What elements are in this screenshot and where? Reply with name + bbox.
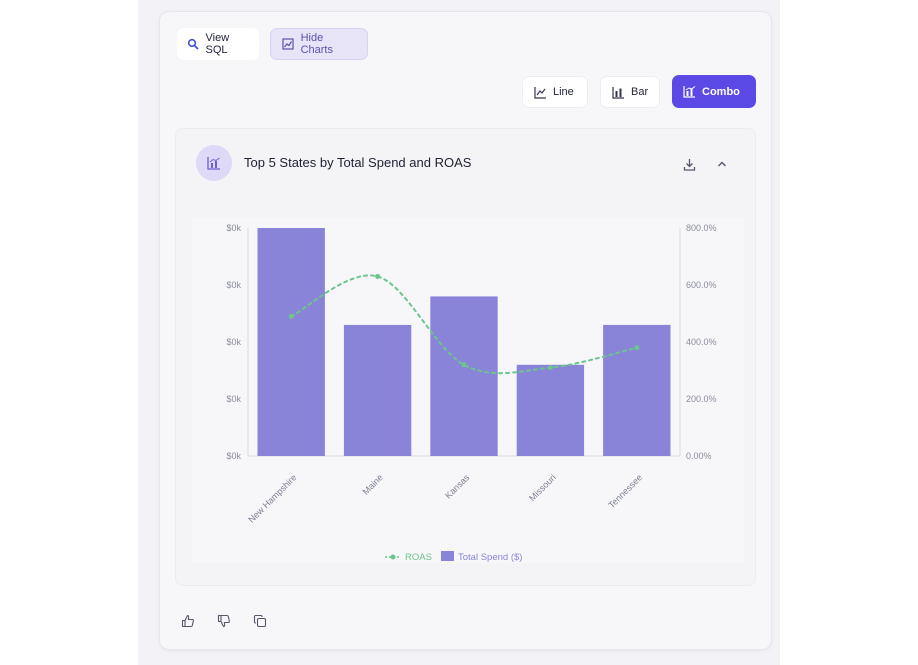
combo-chart-button[interactable]: Combo xyxy=(672,75,756,108)
bar-chart-label: Bar xyxy=(631,86,649,98)
line-chart-icon xyxy=(533,85,547,99)
combo-chart-label: Combo xyxy=(702,85,740,98)
chart-badge-icon xyxy=(196,145,232,181)
hide-charts-button[interactable]: Hide Charts xyxy=(270,28,368,60)
line-chart-label: Line xyxy=(553,86,574,98)
hide-charts-label: Hide Charts xyxy=(300,32,333,56)
chevron-up-icon[interactable] xyxy=(714,156,730,172)
line-chart-button[interactable]: Line xyxy=(522,76,588,108)
chart-title: Top 5 States by Total Spend and ROAS xyxy=(244,155,472,170)
bar-chart-button[interactable]: Bar xyxy=(600,76,660,108)
combo-chart-icon xyxy=(682,85,696,99)
bar-chart-icon xyxy=(611,85,625,99)
copy-icon[interactable] xyxy=(252,613,268,629)
view-sql-label: View SQL xyxy=(205,32,230,56)
search-icon xyxy=(187,37,200,51)
chart-icon xyxy=(281,37,295,51)
thumbs-up-icon[interactable] xyxy=(180,613,196,629)
thumbs-down-icon[interactable] xyxy=(216,613,232,629)
chart-card xyxy=(175,128,756,586)
view-sql-button[interactable]: View SQL xyxy=(177,28,259,60)
download-icon[interactable] xyxy=(681,156,697,172)
